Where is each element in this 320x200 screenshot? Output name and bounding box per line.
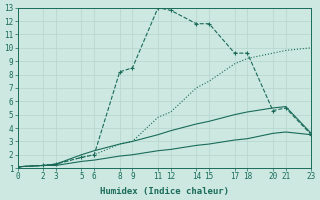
- X-axis label: Humidex (Indice chaleur): Humidex (Indice chaleur): [100, 187, 229, 196]
